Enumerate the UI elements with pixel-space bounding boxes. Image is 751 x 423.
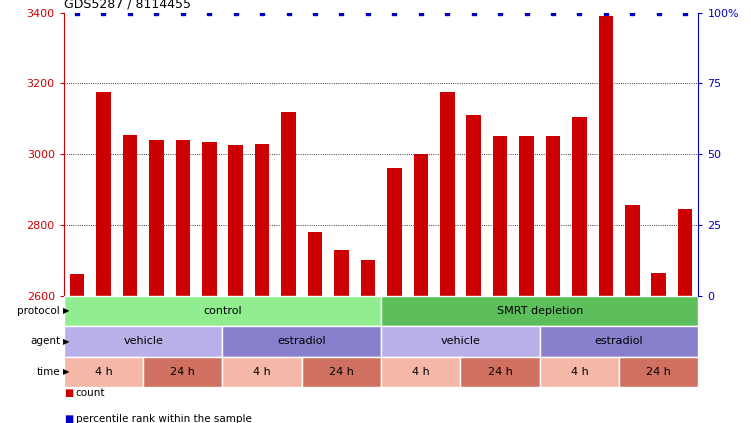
- Text: vehicle: vehicle: [123, 336, 163, 346]
- Bar: [414, 154, 428, 296]
- Text: 24 h: 24 h: [329, 367, 354, 377]
- Bar: [64, 296, 382, 326]
- Bar: [466, 115, 481, 296]
- Bar: [572, 117, 587, 296]
- Text: estradiol: estradiol: [595, 336, 644, 346]
- Bar: [308, 232, 322, 296]
- Text: ■: ■: [64, 414, 73, 423]
- Bar: [493, 137, 508, 296]
- Bar: [255, 143, 270, 296]
- Bar: [64, 357, 143, 387]
- Text: agent: agent: [30, 336, 60, 346]
- Bar: [678, 209, 692, 296]
- Text: vehicle: vehicle: [441, 336, 481, 346]
- Text: count: count: [76, 388, 105, 398]
- Text: 4 h: 4 h: [95, 367, 113, 377]
- Bar: [228, 146, 243, 296]
- Bar: [519, 137, 534, 296]
- Bar: [282, 112, 296, 296]
- Text: estradiol: estradiol: [278, 336, 326, 346]
- Text: ▶: ▶: [63, 337, 70, 346]
- Bar: [381, 357, 460, 387]
- Bar: [96, 92, 110, 296]
- Bar: [222, 326, 381, 357]
- Bar: [149, 140, 164, 296]
- Text: ■: ■: [64, 388, 73, 398]
- Text: ▶: ▶: [63, 367, 70, 376]
- Bar: [540, 326, 698, 357]
- Bar: [64, 326, 222, 357]
- Bar: [202, 142, 216, 296]
- Text: ▶: ▶: [63, 306, 70, 316]
- Bar: [122, 135, 137, 296]
- Text: 24 h: 24 h: [647, 367, 671, 377]
- Bar: [381, 296, 698, 326]
- Bar: [360, 260, 376, 296]
- Bar: [334, 250, 348, 296]
- Text: percentile rank within the sample: percentile rank within the sample: [76, 414, 252, 423]
- Bar: [302, 357, 382, 387]
- Bar: [387, 168, 402, 296]
- Bar: [222, 357, 302, 387]
- Bar: [625, 206, 640, 296]
- Bar: [143, 357, 222, 387]
- Text: SMRT depletion: SMRT depletion: [496, 306, 583, 316]
- Text: time: time: [37, 367, 60, 377]
- Bar: [460, 357, 540, 387]
- Bar: [440, 92, 454, 296]
- Text: GDS5287 / 8114455: GDS5287 / 8114455: [64, 0, 191, 11]
- Bar: [176, 140, 190, 296]
- Bar: [652, 273, 666, 296]
- Bar: [546, 137, 560, 296]
- Text: 4 h: 4 h: [571, 367, 588, 377]
- Bar: [540, 357, 619, 387]
- Text: 24 h: 24 h: [170, 367, 195, 377]
- Text: 4 h: 4 h: [253, 367, 271, 377]
- Text: protocol: protocol: [17, 306, 60, 316]
- Bar: [619, 357, 698, 387]
- Text: control: control: [204, 306, 242, 316]
- Bar: [70, 275, 84, 296]
- Bar: [599, 16, 613, 296]
- Text: 24 h: 24 h: [487, 367, 512, 377]
- Text: 4 h: 4 h: [412, 367, 430, 377]
- Bar: [381, 326, 540, 357]
